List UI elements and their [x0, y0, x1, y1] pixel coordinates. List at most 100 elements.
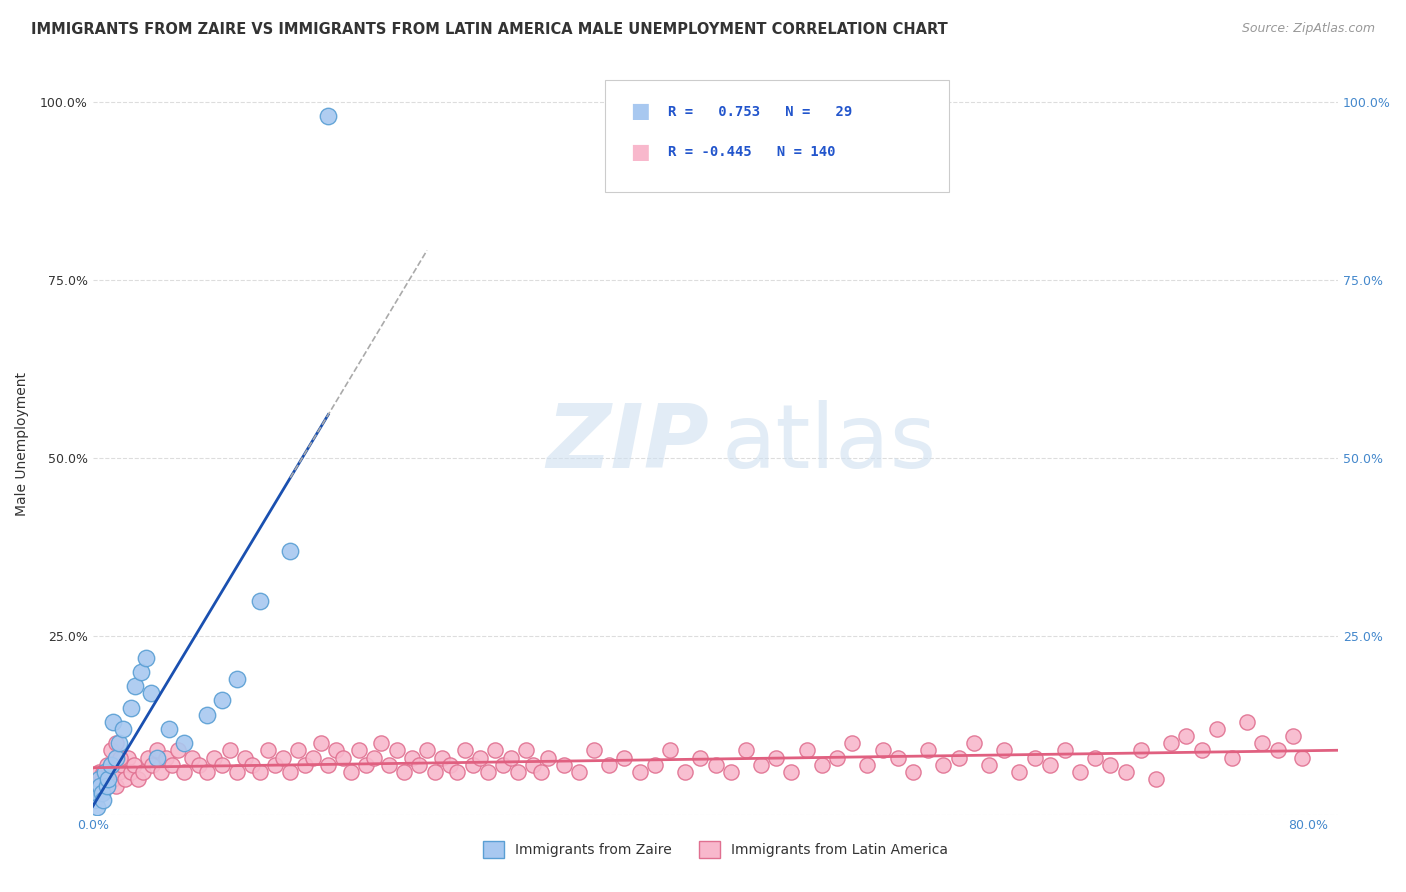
Point [89, 779, 111, 793]
Point [97, 772, 120, 786]
Point [114, 772, 136, 786]
Point [86, 800, 108, 814]
Text: IMMIGRANTS FROM ZAIRE VS IMMIGRANTS FROM LATIN AMERICA MALE UNEMPLOYMENT CORRELA: IMMIGRANTS FROM ZAIRE VS IMMIGRANTS FROM… [31, 22, 948, 37]
Point [385, 743, 408, 757]
Point [108, 750, 131, 764]
Point [98, 764, 121, 779]
Point [1281, 729, 1303, 743]
Point [841, 736, 863, 750]
Point [363, 750, 385, 764]
Point [93, 764, 115, 779]
Point [127, 772, 149, 786]
Point [94, 764, 117, 779]
Point [91, 772, 114, 786]
Point [796, 743, 818, 757]
Point [309, 736, 332, 750]
Point [122, 757, 145, 772]
Text: ZIP: ZIP [547, 401, 710, 487]
Point [811, 757, 834, 772]
Point [278, 543, 301, 558]
Point [354, 757, 377, 772]
Point [508, 764, 530, 779]
Point [553, 757, 575, 772]
Point [87, 764, 110, 779]
Point [735, 743, 758, 757]
Point [97, 772, 120, 786]
Point [1024, 750, 1046, 764]
Point [1205, 722, 1227, 736]
Point [948, 750, 970, 764]
Point [1267, 743, 1289, 757]
Point [316, 757, 339, 772]
Point [302, 750, 325, 764]
Point [107, 736, 129, 750]
Point [131, 665, 153, 679]
Point [104, 750, 127, 764]
Point [316, 109, 339, 123]
Point [1160, 736, 1182, 750]
Point [704, 757, 727, 772]
Point [173, 764, 195, 779]
Point [145, 750, 167, 764]
Point [1008, 764, 1031, 779]
Point [613, 750, 636, 764]
Point [111, 757, 134, 772]
Point [484, 743, 506, 757]
Point [271, 750, 294, 764]
Point [568, 764, 591, 779]
Point [1175, 729, 1198, 743]
Point [522, 757, 544, 772]
Point [1220, 750, 1243, 764]
Point [101, 772, 124, 786]
Point [1115, 764, 1137, 779]
Point [720, 764, 742, 779]
Point [515, 743, 537, 757]
Text: R = -0.445   N = 140: R = -0.445 N = 140 [668, 145, 835, 159]
Point [825, 750, 848, 764]
Point [977, 757, 1000, 772]
Point [120, 700, 142, 714]
Point [1053, 743, 1076, 757]
Point [100, 757, 122, 772]
Point [749, 757, 772, 772]
Point [347, 743, 370, 757]
Point [461, 757, 484, 772]
Point [993, 743, 1015, 757]
Point [141, 757, 163, 772]
Point [278, 764, 301, 779]
Point [325, 743, 347, 757]
Point [124, 679, 146, 693]
Point [468, 750, 491, 764]
Point [226, 672, 249, 686]
Point [195, 707, 218, 722]
Point [932, 757, 955, 772]
Point [856, 757, 879, 772]
Point [249, 764, 271, 779]
Point [167, 743, 190, 757]
Point [104, 736, 127, 750]
Point [430, 750, 453, 764]
Point [780, 764, 803, 779]
Point [91, 786, 114, 800]
Point [188, 757, 211, 772]
Point [101, 714, 124, 729]
Point [378, 757, 401, 772]
Point [211, 693, 233, 707]
Point [93, 793, 115, 807]
Point [160, 757, 183, 772]
Point [211, 757, 233, 772]
Point [1144, 772, 1167, 786]
Point [86, 786, 108, 800]
Point [233, 750, 256, 764]
Point [1084, 750, 1107, 764]
Text: atlas: atlas [721, 401, 936, 487]
Point [887, 750, 910, 764]
Point [100, 743, 122, 757]
Point [107, 764, 129, 779]
Point [408, 757, 430, 772]
Point [872, 743, 894, 757]
Point [89, 779, 111, 793]
Point [1099, 757, 1122, 772]
Point [96, 779, 118, 793]
Text: ■: ■ [630, 102, 650, 121]
